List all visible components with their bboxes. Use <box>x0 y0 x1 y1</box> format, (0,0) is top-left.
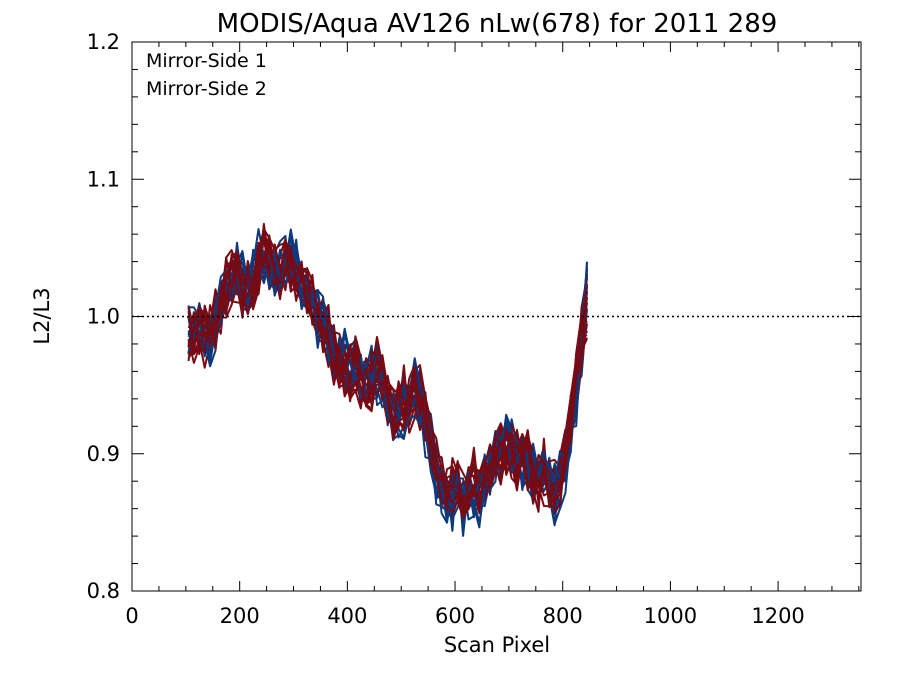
series-line-2 <box>187 243 588 520</box>
x-tick-label: 1200 <box>751 604 804 628</box>
x-tick-label: 600 <box>435 604 475 628</box>
legend-entry-mirror-side-2: Mirror-Side 2 <box>146 78 267 100</box>
x-tick-label: 400 <box>327 604 367 628</box>
y-tick-label: 0.9 <box>87 442 120 466</box>
x-tick-label: 1000 <box>644 604 697 628</box>
y-tick-labels: 0.8 0.9 1.0 1.1 1.2 <box>87 30 120 603</box>
x-tick-label: 0 <box>125 604 138 628</box>
x-axis-label: Scan Pixel <box>444 633 550 657</box>
y-axis-label: L2/L3 <box>30 287 54 344</box>
legend-entry-mirror-side-1: Mirror-Side 1 <box>146 50 267 72</box>
y-tick-label: 0.8 <box>87 579 120 603</box>
series-line-2 <box>187 231 588 518</box>
series-line-2 <box>187 234 588 519</box>
x-tick-label: 800 <box>543 604 583 628</box>
axis-ticks <box>131 41 861 592</box>
data-lines <box>187 222 588 537</box>
chart-title: MODIS/Aqua AV126 nLw(678) for 2011 289 <box>217 9 778 39</box>
y-tick-label: 1.2 <box>87 30 120 54</box>
x-tick-labels: 0 200 400 600 800 1000 1200 <box>125 604 804 628</box>
y-tick-label: 1.1 <box>87 167 120 191</box>
x-tick-label: 200 <box>220 604 260 628</box>
y-tick-label: 1.0 <box>87 305 120 329</box>
